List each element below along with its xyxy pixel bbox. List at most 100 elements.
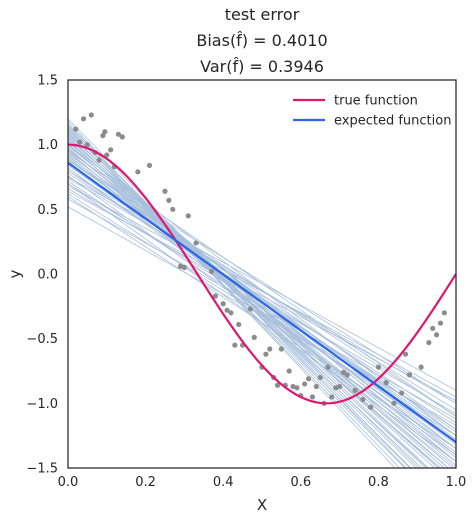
- data-point-7: [100, 133, 106, 139]
- data-point-14: [135, 169, 141, 175]
- data-point-58: [368, 404, 374, 410]
- fitted-line-53: [68, 183, 456, 462]
- legend: true function expected function: [293, 94, 451, 129]
- data-point-17: [166, 197, 172, 203]
- fitted-line-44: [68, 121, 396, 468]
- y-axis-ticks: 1.5 1.0 0.5 0.0 −0.5 −1.0 −1.5: [26, 74, 58, 477]
- data-point-48: [317, 374, 323, 381]
- fitted-line-31: [68, 139, 429, 468]
- fitted-line-46: [68, 185, 456, 398]
- series-line-true-function: [68, 143, 456, 405]
- data-point-38: [278, 346, 284, 352]
- data-point-25: [220, 301, 226, 307]
- data-point-37: [274, 382, 281, 388]
- data-point-32: [251, 334, 257, 340]
- x-tick-label-5: 1.0: [446, 475, 467, 490]
- data-point-50: [325, 364, 331, 370]
- data-point-3: [84, 142, 90, 148]
- data-point-34: [263, 351, 269, 357]
- fitted-line-49: [68, 159, 456, 404]
- data-point-61: [391, 400, 397, 406]
- data-point-46: [309, 394, 316, 400]
- data-point-59: [375, 364, 381, 370]
- data-point-54: [340, 369, 347, 375]
- data-point-66: [426, 339, 432, 346]
- fitted-line-22: [68, 150, 449, 468]
- data-point-20: [181, 264, 187, 271]
- data-point-62: [399, 390, 405, 396]
- y-axis-label: y: [6, 269, 24, 278]
- y-tick-label-5: −1.0: [26, 397, 58, 412]
- fitted-line-50: [68, 150, 456, 417]
- x-tick-label-1: 0.2: [135, 475, 156, 490]
- data-point-15: [146, 162, 153, 168]
- data-point-0: [73, 126, 79, 132]
- fitted-line-24: [68, 148, 456, 466]
- data-point-16: [162, 188, 168, 194]
- data-point-12: [115, 131, 122, 137]
- data-point-60: [383, 380, 389, 386]
- data-point-42: [294, 385, 300, 391]
- y-tick-label-2: 0.5: [37, 203, 58, 218]
- data-point-70: [441, 310, 447, 316]
- y-tick-label-1: 1.0: [37, 138, 58, 153]
- data-point-23: [208, 268, 215, 275]
- x-tick-label-3: 0.6: [290, 475, 311, 490]
- data-point-8: [102, 129, 108, 135]
- legend-label-expected-function: expected function: [334, 114, 451, 129]
- y-tick-label-4: −0.5: [26, 332, 58, 347]
- legend-label-true-function: true function: [334, 94, 418, 109]
- data-point-4: [88, 112, 94, 118]
- data-point-1: [77, 139, 83, 145]
- fitted-line-38: [68, 130, 429, 468]
- scatter-points-group: [73, 112, 447, 410]
- data-point-9: [104, 152, 110, 158]
- y-tick-label-6: −1.5: [26, 462, 58, 477]
- chart-title-line-3: Var(f̂) = 0.3946: [200, 57, 324, 76]
- data-point-24: [212, 293, 219, 299]
- chart-title-line-1: test error: [225, 5, 300, 24]
- data-point-64: [406, 372, 413, 378]
- data-point-35: [267, 346, 273, 352]
- plot-area: [68, 80, 456, 468]
- x-tick-label-0: 0.0: [58, 475, 79, 490]
- data-point-57: [360, 396, 366, 403]
- data-point-27: [228, 310, 234, 316]
- data-point-10: [108, 147, 114, 153]
- data-point-56: [352, 387, 358, 393]
- data-point-40: [286, 368, 292, 374]
- data-point-69: [437, 320, 444, 326]
- y-tick-label-0: 1.5: [37, 74, 58, 89]
- data-point-44: [302, 381, 308, 387]
- x-tick-label-4: 0.8: [368, 475, 389, 490]
- x-axis-ticks: 0.0 0.2 0.4 0.6 0.8 1.0: [58, 475, 467, 490]
- data-point-21: [185, 213, 191, 219]
- fitted-line-0: [68, 206, 456, 426]
- data-point-55: [344, 372, 350, 378]
- fitted-line-45: [68, 118, 407, 468]
- data-point-13: [119, 134, 125, 140]
- fitted-line-28: [68, 143, 439, 468]
- data-point-67: [430, 325, 436, 331]
- data-point-28: [232, 342, 238, 348]
- fitted-line-42: [68, 124, 401, 468]
- y-tick-label-3: 0.0: [37, 268, 58, 283]
- fitted-line-51: [68, 144, 456, 436]
- data-point-22: [193, 240, 199, 246]
- data-point-6: [96, 157, 102, 163]
- data-point-26: [224, 307, 230, 313]
- data-point-29: [236, 321, 242, 328]
- data-point-65: [418, 364, 424, 370]
- fitted-line-43: [68, 123, 412, 468]
- data-point-53: [337, 383, 343, 390]
- x-tick-label-2: 0.4: [213, 475, 234, 490]
- series-lines-group: [68, 143, 456, 444]
- data-point-63: [402, 351, 409, 357]
- chart-title-line-2: Bias(f̂) = 0.4010: [196, 31, 327, 50]
- x-axis-label: X: [257, 496, 267, 514]
- data-point-31: [247, 306, 253, 312]
- series-line-expected-function: [68, 161, 456, 444]
- data-point-2: [80, 116, 87, 122]
- data-point-68: [434, 332, 440, 338]
